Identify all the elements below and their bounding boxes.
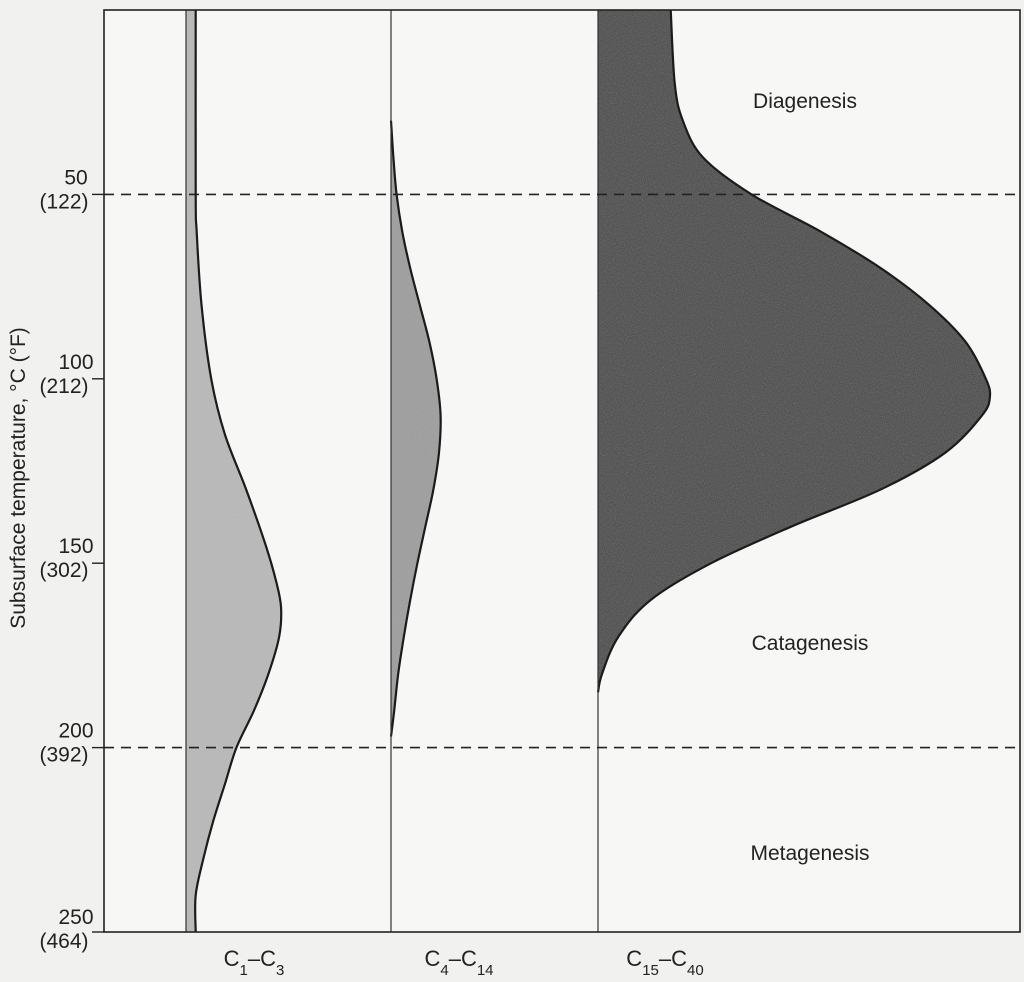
y-tick-label-c-1: 50 xyxy=(64,166,87,189)
y-tick-label-c-5: 250 xyxy=(58,906,93,929)
y-axis-ticks: 50(122) 100(212) 150(302) 200(392) 250(464) xyxy=(39,166,104,953)
y-axis-title: Subsurface temperature, °C (°F) xyxy=(7,327,30,629)
series-outline-2 xyxy=(389,120,442,737)
series-area-3 xyxy=(598,10,991,693)
series-area-2 xyxy=(391,120,441,737)
column-labels: C1–C3 C4–C14 C15–C40 xyxy=(224,946,704,979)
y-tick-label-f-3: (302) xyxy=(39,559,88,582)
y-tick-label-f-1: (122) xyxy=(39,190,88,213)
series-label-2: C4–C14 xyxy=(424,946,493,979)
y-tick-label-c-2: 100 xyxy=(58,351,93,374)
y-tick-label-c-4: 200 xyxy=(58,720,93,743)
zone-label-catagenesis: Catagenesis xyxy=(752,632,869,655)
plot-frame xyxy=(103,9,1021,933)
zone-label-diagenesis: Diagenesis xyxy=(753,90,857,113)
y-tick-label-f-5: (464) xyxy=(39,930,88,953)
series-outline-3 xyxy=(596,9,992,693)
series-label-1: C1–C3 xyxy=(224,946,285,979)
y-tick-label-f-4: (392) xyxy=(39,744,88,767)
series-layer xyxy=(186,9,992,933)
series-outline-1 xyxy=(194,9,283,933)
series-label-3: C15–C40 xyxy=(626,946,703,979)
y-tick-label-f-2: (212) xyxy=(39,375,88,398)
y-tick-label-c-3: 150 xyxy=(58,535,93,558)
zone-label-metagenesis: Metagenesis xyxy=(750,842,869,865)
column-dividers xyxy=(185,10,599,932)
